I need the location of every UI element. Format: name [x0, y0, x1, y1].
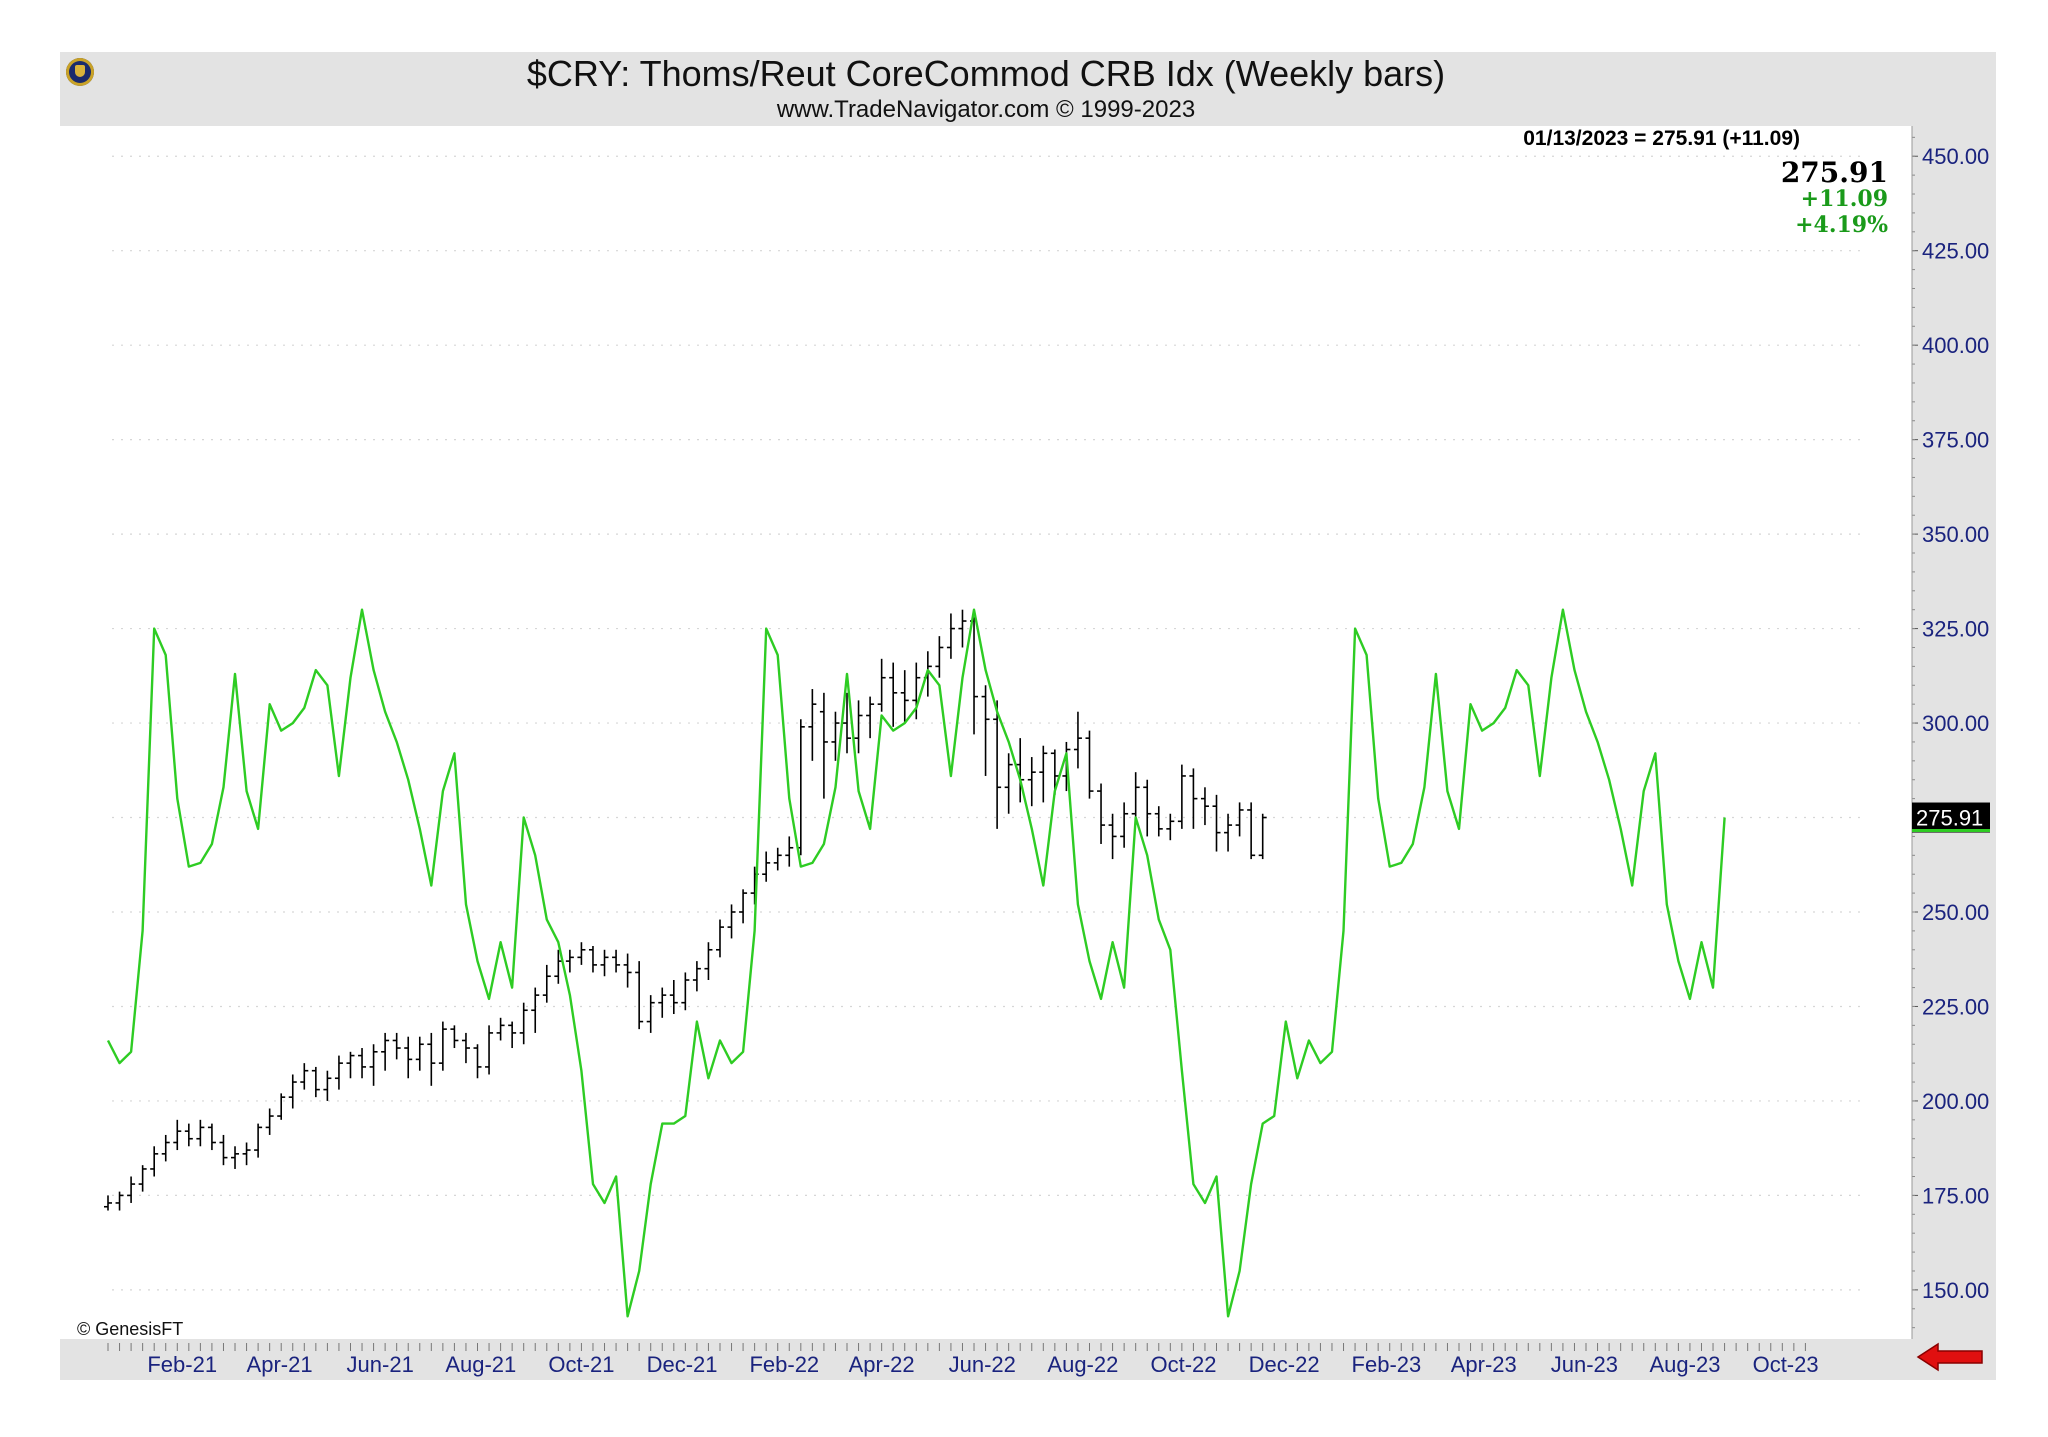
x-tick-label: Jun-21 — [347, 1352, 414, 1377]
red-left-arrow-icon[interactable] — [1916, 1342, 1986, 1372]
x-tick-label: Dec-22 — [1249, 1352, 1320, 1377]
x-tick-label: Oct-22 — [1151, 1352, 1217, 1377]
x-tick-label: Apr-22 — [849, 1352, 915, 1377]
x-tick-label: Aug-21 — [445, 1352, 516, 1377]
y-tick-label: 225.00 — [1922, 994, 1989, 1019]
y-tick-label: 350.00 — [1922, 522, 1989, 547]
x-tick-label: Feb-22 — [749, 1352, 819, 1377]
x-tick-label: Apr-23 — [1451, 1352, 1517, 1377]
y-tick-label: 150.00 — [1922, 1278, 1989, 1303]
price-tag-label: 275.91 — [1916, 806, 1983, 831]
seasonal-line — [106, 608, 1726, 1318]
x-tick-label: Apr-21 — [247, 1352, 313, 1377]
price-tag-box — [1912, 802, 1990, 833]
x-tick-label: Oct-21 — [548, 1352, 614, 1377]
y-tick-label: 400.00 — [1922, 333, 1989, 358]
x-tick-label: Dec-21 — [647, 1352, 718, 1377]
x-tick-label: Jun-22 — [949, 1352, 1016, 1377]
x-tick-label: Feb-21 — [147, 1352, 217, 1377]
y-tick-label: 250.00 — [1922, 900, 1989, 925]
last-change: +11.09 — [1800, 186, 1888, 212]
copyright-label: © GenesisFT — [77, 1319, 184, 1339]
y-tick-label: 200.00 — [1922, 1089, 1989, 1114]
chart-title: $CRY: Thoms/Reut CoreCommod CRB Idx (Wee… — [526, 53, 1446, 94]
last-bar-readout: 01/13/2023 = 275.91 (+11.09) — [1523, 127, 1800, 150]
x-tick-label: Jun-23 — [1551, 1352, 1618, 1377]
last-price: 275.91 — [1780, 156, 1888, 189]
last-quote: 275.91 +11.09 +4.19% — [1700, 156, 1888, 239]
x-tick-label: Aug-22 — [1047, 1352, 1118, 1377]
x-tick-label: Aug-23 — [1650, 1352, 1721, 1377]
last-change-percent: +4.19% — [1795, 212, 1888, 238]
y-tick-label: 300.00 — [1922, 711, 1989, 736]
x-tick-label: Oct-23 — [1753, 1352, 1819, 1377]
x-tick-label: Feb-23 — [1352, 1352, 1422, 1377]
y-tick-label: 425.00 — [1922, 239, 1989, 264]
trade-navigator-logo — [66, 58, 94, 86]
y-tick-label: 175.00 — [1922, 1183, 1989, 1208]
y-tick-label: 375.00 — [1922, 428, 1989, 453]
y-tick-label: 450.00 — [1922, 144, 1989, 169]
y-tick-label: 325.00 — [1922, 617, 1989, 642]
chart-subtitle: www.TradeNavigator.com © 1999-2023 — [776, 96, 1196, 123]
